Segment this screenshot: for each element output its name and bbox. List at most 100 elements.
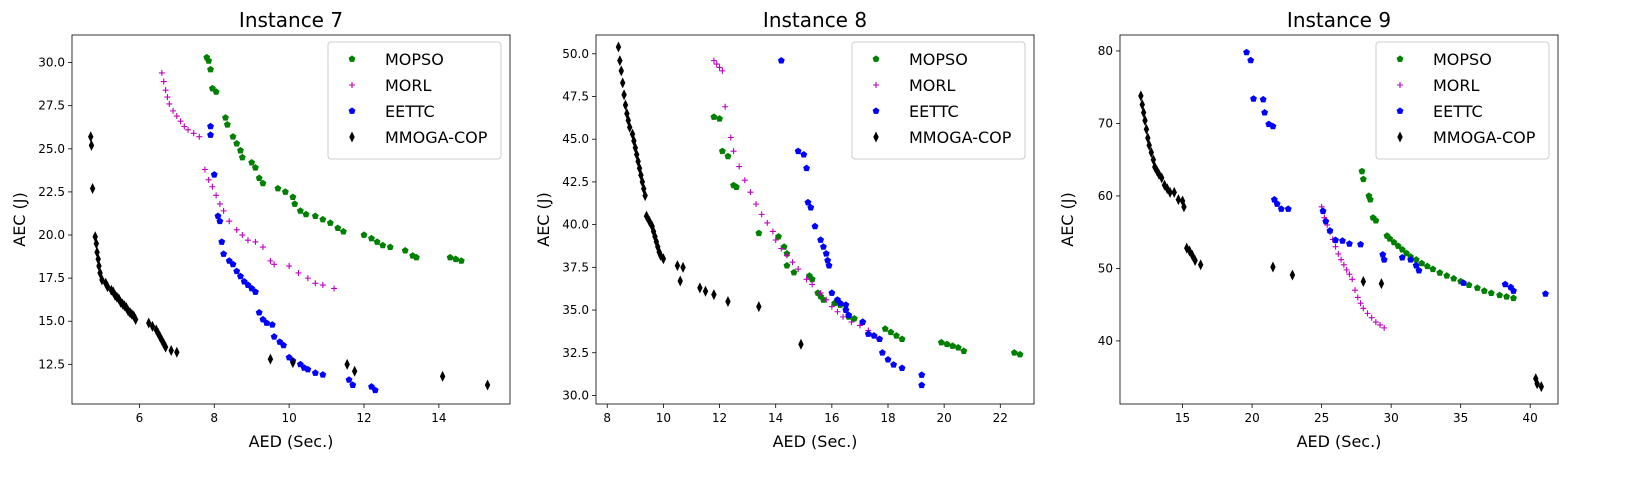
x-tick-label: 10 xyxy=(656,411,671,425)
chart-panel-1: 6 8 10 12 14 12.5 15.0 17.5 20.0 22.5 25.0 27.5 30.0… xyxy=(10,8,511,451)
data-point xyxy=(1377,321,1384,328)
data-point xyxy=(619,77,626,89)
data-point xyxy=(828,303,835,310)
data-point xyxy=(646,215,653,227)
data-point xyxy=(302,210,310,218)
data-point xyxy=(1273,200,1281,207)
data-point xyxy=(457,257,465,264)
data-point xyxy=(190,130,197,137)
y-tick-label: 30.0 xyxy=(38,56,65,70)
data-point xyxy=(1192,254,1198,266)
x-tick-label: 12 xyxy=(356,411,371,425)
chart-panel-2: 8 10 12 14 16 18 20 22 30.0 32.5 35.0 37.5 40.0 42.5 4… xyxy=(534,8,1035,451)
data-point xyxy=(1398,253,1406,261)
data-point xyxy=(755,229,763,237)
legend-label: EETTC xyxy=(1433,102,1483,121)
data-point xyxy=(1261,108,1269,116)
data-point xyxy=(1339,237,1346,244)
data-point xyxy=(822,250,830,257)
data-point xyxy=(286,263,293,270)
data-point xyxy=(653,236,660,248)
legend-marker-eettc xyxy=(348,107,356,114)
chart-title: Instance 7 xyxy=(239,8,343,32)
legend-marker-mopso xyxy=(872,55,880,62)
data-point xyxy=(162,87,169,94)
data-point xyxy=(123,301,129,313)
data-point xyxy=(311,212,319,219)
data-point xyxy=(93,238,100,250)
data-point xyxy=(775,232,782,240)
data-point xyxy=(371,386,379,394)
data-point xyxy=(239,232,246,239)
legend-marker-morl xyxy=(1397,82,1403,88)
y-tick-label: 27.5 xyxy=(38,99,65,113)
data-point xyxy=(1418,259,1426,267)
data-point xyxy=(1181,201,1187,213)
data-point xyxy=(1360,305,1367,312)
y-tick-label: 32.5 xyxy=(562,346,589,360)
data-point xyxy=(1284,205,1292,212)
y-tick-label: 30.0 xyxy=(562,388,589,402)
data-point xyxy=(164,94,171,101)
data-point xyxy=(1243,48,1250,56)
data-point xyxy=(1415,267,1423,274)
data-point xyxy=(213,192,220,199)
y-tick-label: 12.5 xyxy=(38,357,65,371)
data-point xyxy=(1197,259,1204,271)
y-tick-label: 35.0 xyxy=(562,303,589,317)
data-point xyxy=(216,200,223,207)
data-point xyxy=(918,371,926,378)
data-point xyxy=(207,122,214,130)
data-point xyxy=(237,146,244,154)
data-point xyxy=(1357,300,1364,307)
data-point xyxy=(296,207,304,214)
data-point xyxy=(233,140,241,147)
data-point xyxy=(1340,261,1347,268)
data-point xyxy=(132,314,139,326)
data-point xyxy=(1359,175,1367,183)
data-point xyxy=(1487,289,1495,296)
legend-marker-morl xyxy=(349,82,355,88)
data-point xyxy=(1480,287,1488,294)
data-point xyxy=(1270,195,1278,203)
data-point xyxy=(764,219,771,226)
series-mmoga-cop xyxy=(1138,90,1545,393)
data-point xyxy=(960,347,968,354)
data-point xyxy=(401,246,409,254)
data-point xyxy=(713,61,720,68)
data-point xyxy=(1465,281,1473,289)
data-point xyxy=(807,203,815,211)
legend-box xyxy=(851,41,1026,160)
data-point xyxy=(655,241,661,253)
data-point xyxy=(1386,235,1394,242)
data-point xyxy=(794,147,802,155)
data-point xyxy=(674,260,681,272)
data-point xyxy=(845,311,853,319)
data-point xyxy=(817,236,825,243)
data-point xyxy=(240,277,248,285)
data-point xyxy=(225,257,233,264)
data-point xyxy=(878,349,886,356)
data-point xyxy=(252,238,259,245)
series-eettc xyxy=(777,57,926,389)
data-point xyxy=(811,222,819,230)
data-point xyxy=(351,365,358,377)
data-point xyxy=(1016,350,1024,358)
data-point xyxy=(618,65,624,77)
x-tick-label: 25 xyxy=(1314,411,1329,425)
series-eettc xyxy=(207,122,379,394)
data-point xyxy=(208,84,216,92)
data-point xyxy=(207,65,214,73)
x-tick-label: 8 xyxy=(210,411,218,425)
y-tick-label: 42.5 xyxy=(562,175,589,189)
data-point xyxy=(783,252,790,259)
data-point xyxy=(326,219,334,226)
data-point xyxy=(291,200,299,207)
data-point xyxy=(280,341,287,349)
data-point xyxy=(117,296,124,308)
data-point xyxy=(295,269,302,276)
x-tick-label: 6 xyxy=(136,411,144,425)
y-tick-label: 40.0 xyxy=(562,218,589,232)
data-point xyxy=(1346,271,1353,278)
data-point xyxy=(1368,314,1375,321)
